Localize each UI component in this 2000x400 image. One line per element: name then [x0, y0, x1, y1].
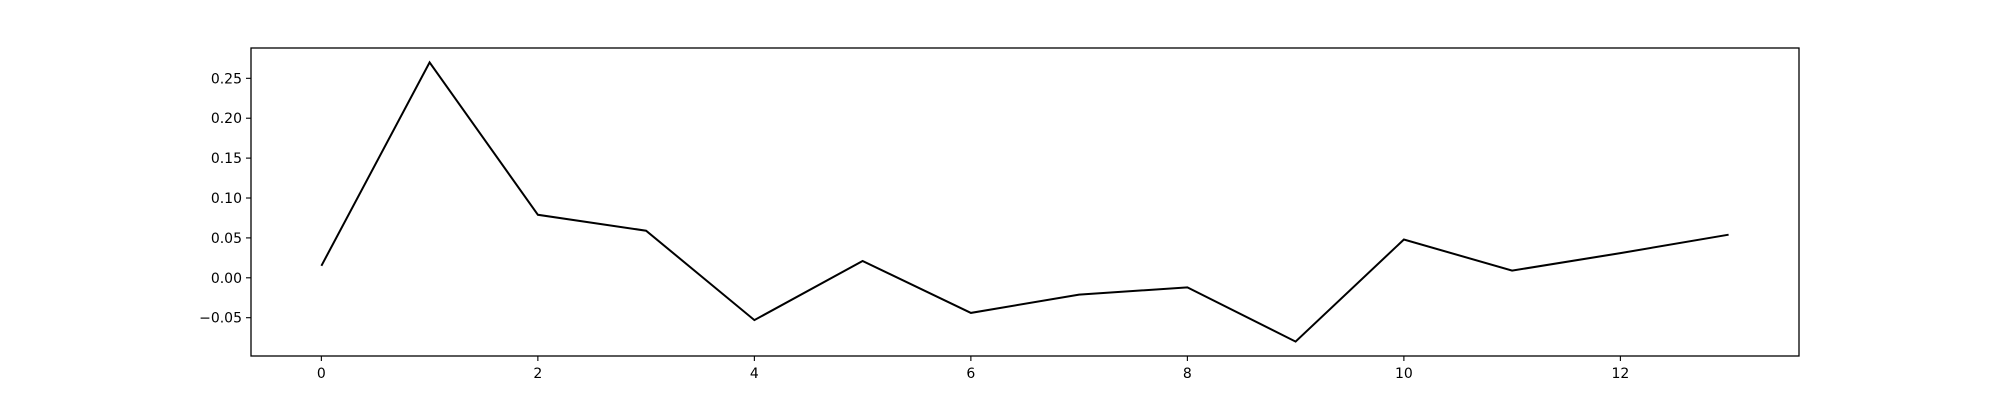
x-tick-label: 6 — [966, 366, 975, 382]
series-layer — [320, 60, 1729, 343]
y-tick-label: 0.10 — [211, 191, 242, 207]
y-tick-label: 0.20 — [211, 111, 242, 127]
y-axis: −0.05 0.00 0.05 0.10 0.15 0.20 0.25 — [199, 71, 251, 327]
y-tick-label: 0.15 — [211, 151, 242, 167]
y-tick-label: 0.00 — [211, 271, 242, 287]
x-tick-label: 8 — [1183, 366, 1192, 382]
x-tick-label: 2 — [533, 366, 542, 382]
series-line — [320, 60, 1729, 343]
x-tick-label: 4 — [750, 366, 759, 382]
plot-area-frame — [250, 47, 1800, 357]
x-tick-label: 12 — [1611, 366, 1629, 382]
y-tick-label: 0.05 — [211, 231, 242, 247]
x-axis: 0 2 4 6 8 10 12 — [317, 356, 1629, 382]
x-tick-label: 0 — [317, 366, 326, 382]
x-tick-label: 10 — [1395, 366, 1413, 382]
y-tick-label: −0.05 — [199, 311, 242, 327]
y-tick-label: 0.25 — [211, 71, 242, 87]
